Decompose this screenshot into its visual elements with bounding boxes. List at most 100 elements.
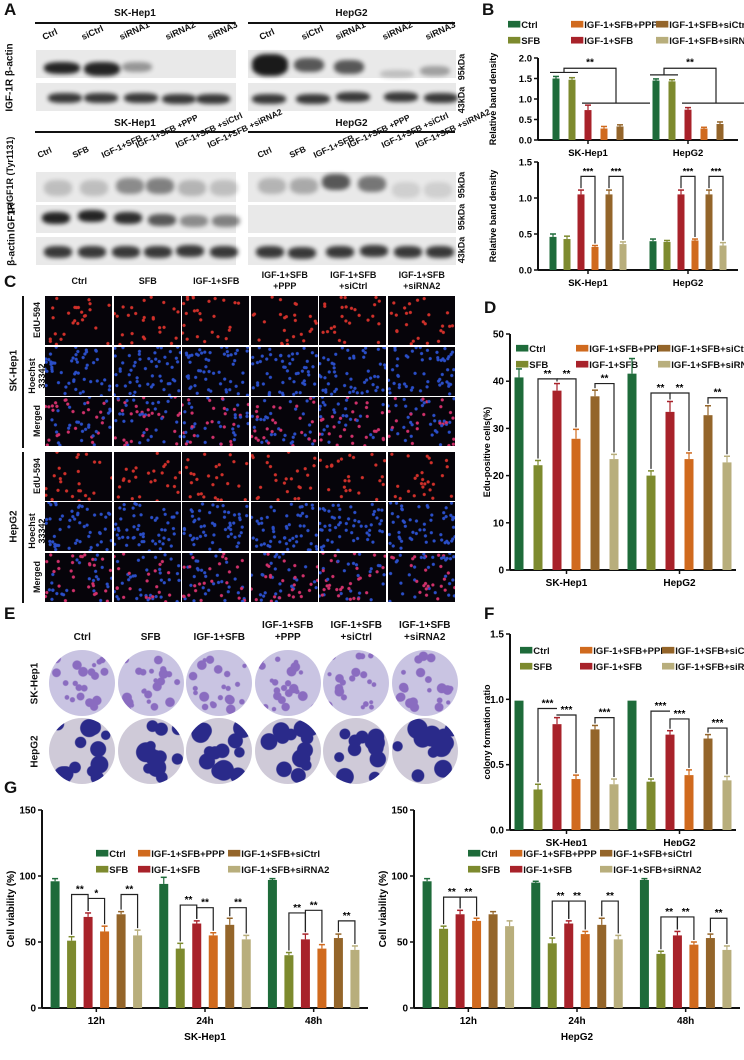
significance-label: *** [611,166,622,176]
x-tick-label: SK-Hep1 [546,838,588,846]
colony-dish [323,718,389,784]
microscopy-image [387,296,455,345]
bar [619,244,627,270]
bar [568,79,576,140]
phospho-band [290,178,318,194]
y-tick-label: 2.0 [519,54,532,65]
bar [597,924,607,1008]
microscopy-image [387,552,455,602]
bar [689,944,699,1008]
column-header: SFB [138,276,157,286]
bar [317,948,327,1008]
x-tick-label: 12h [460,1016,477,1027]
colony-dish [391,718,458,784]
phospho-band [392,182,420,198]
significance-label: ** [665,907,673,918]
kda-label: 43kDa [456,236,467,264]
bar [439,928,449,1008]
bar [684,775,694,830]
bar [116,914,126,1008]
panel-g-letter: G [4,778,18,797]
cell-group-label: SK-Hep1 [8,349,20,392]
panel-f-letter: F [484,604,495,623]
y-tick-label: 1.0 [519,194,532,205]
y-axis-label: Edu-positive cells(%) [482,407,492,498]
legend-swatch [510,849,523,857]
bar [639,879,649,1008]
microscopy-image [113,296,181,345]
microscopy-image [319,451,386,501]
bar [684,459,694,570]
bar [472,920,482,1008]
actin-band [336,92,370,102]
legend-label: SFB [481,865,500,876]
colony-dish [186,650,252,716]
actin-band [326,246,354,258]
microscopy-image [45,552,112,602]
phospho-band [146,178,174,194]
bar [505,926,515,1008]
colony-dish [391,650,458,716]
colony-dish [254,650,321,716]
legend-label: SFB [521,36,540,47]
legend: Ctrl IGF-1+SFB+PPP IGF-1+SFB+siCtrl SFB IGF-… [516,344,744,371]
igf1r-band [212,215,240,227]
microscopy-image [387,397,455,446]
significance-label: ** [563,369,571,380]
bar [646,475,656,570]
microscopy-image [182,397,249,446]
significance-label: ** [310,900,318,911]
phospho-band [322,174,350,190]
bar [609,459,619,570]
legend-swatch [468,865,481,873]
bar [616,126,624,140]
colony-dish [49,650,115,716]
legend-label: Ctrl [521,20,537,31]
microscopy-image [319,397,386,446]
microscopy-image [113,451,181,501]
group-bracket [22,296,24,448]
kda-label: 95kDa [456,53,467,81]
significance-label: *** [674,709,686,720]
colony-dish [49,718,115,784]
bar [627,700,637,830]
y-axis-label: Cell viability (%) [6,871,17,948]
bar [563,239,571,270]
actin-band [144,246,172,258]
bar [514,377,524,570]
bar [67,940,77,1008]
x-tick-label: HepG2 [673,278,704,289]
x-tick-label: 12h [88,1016,105,1027]
bar [50,881,60,1008]
bar [691,240,699,270]
column-header: IGF-1+SFB +PPP [261,270,308,291]
y-tick-label: 50 [397,938,409,949]
actin-band [196,94,230,104]
lane-label: SFB [70,143,91,160]
channel-label: EdU-594 [32,457,42,494]
legend-label: IGF-1+SFB+PPP [593,646,667,657]
header-underline [35,131,235,133]
significance-label: ** [343,911,351,922]
row-label: IGF-1R β-actin [4,43,16,112]
legend-swatch [576,344,589,352]
x-tick-label: 48h [305,1016,322,1027]
lane-label: SFB [287,143,308,160]
column-header: Ctrl [71,276,88,286]
bar [677,194,685,270]
significance-label: ** [185,895,193,906]
protein-band [420,66,450,76]
legend: Ctrl IGF-1+SFB+PPP IGF-1+SFB+siCtrl SFB IGF-… [520,646,744,673]
bar [100,931,110,1008]
y-tick-label: 100 [19,872,36,883]
chart-d-edu: Ctrl IGF-1+SFB+PPP IGF-1+SFB+siCtrl SFB IGF-… [482,330,744,589]
legend-label: IGF-1+SFB+PPP [584,20,658,31]
protein-band [44,62,80,74]
cell-line-header: HepG2 [335,118,368,129]
microscopy-image [319,552,386,602]
legend-label: IGF-1+SFB+siCtrl [671,344,744,355]
colony-dish [323,650,389,716]
column-header: SFB [140,632,161,643]
bar [600,128,608,140]
bar [722,462,732,570]
